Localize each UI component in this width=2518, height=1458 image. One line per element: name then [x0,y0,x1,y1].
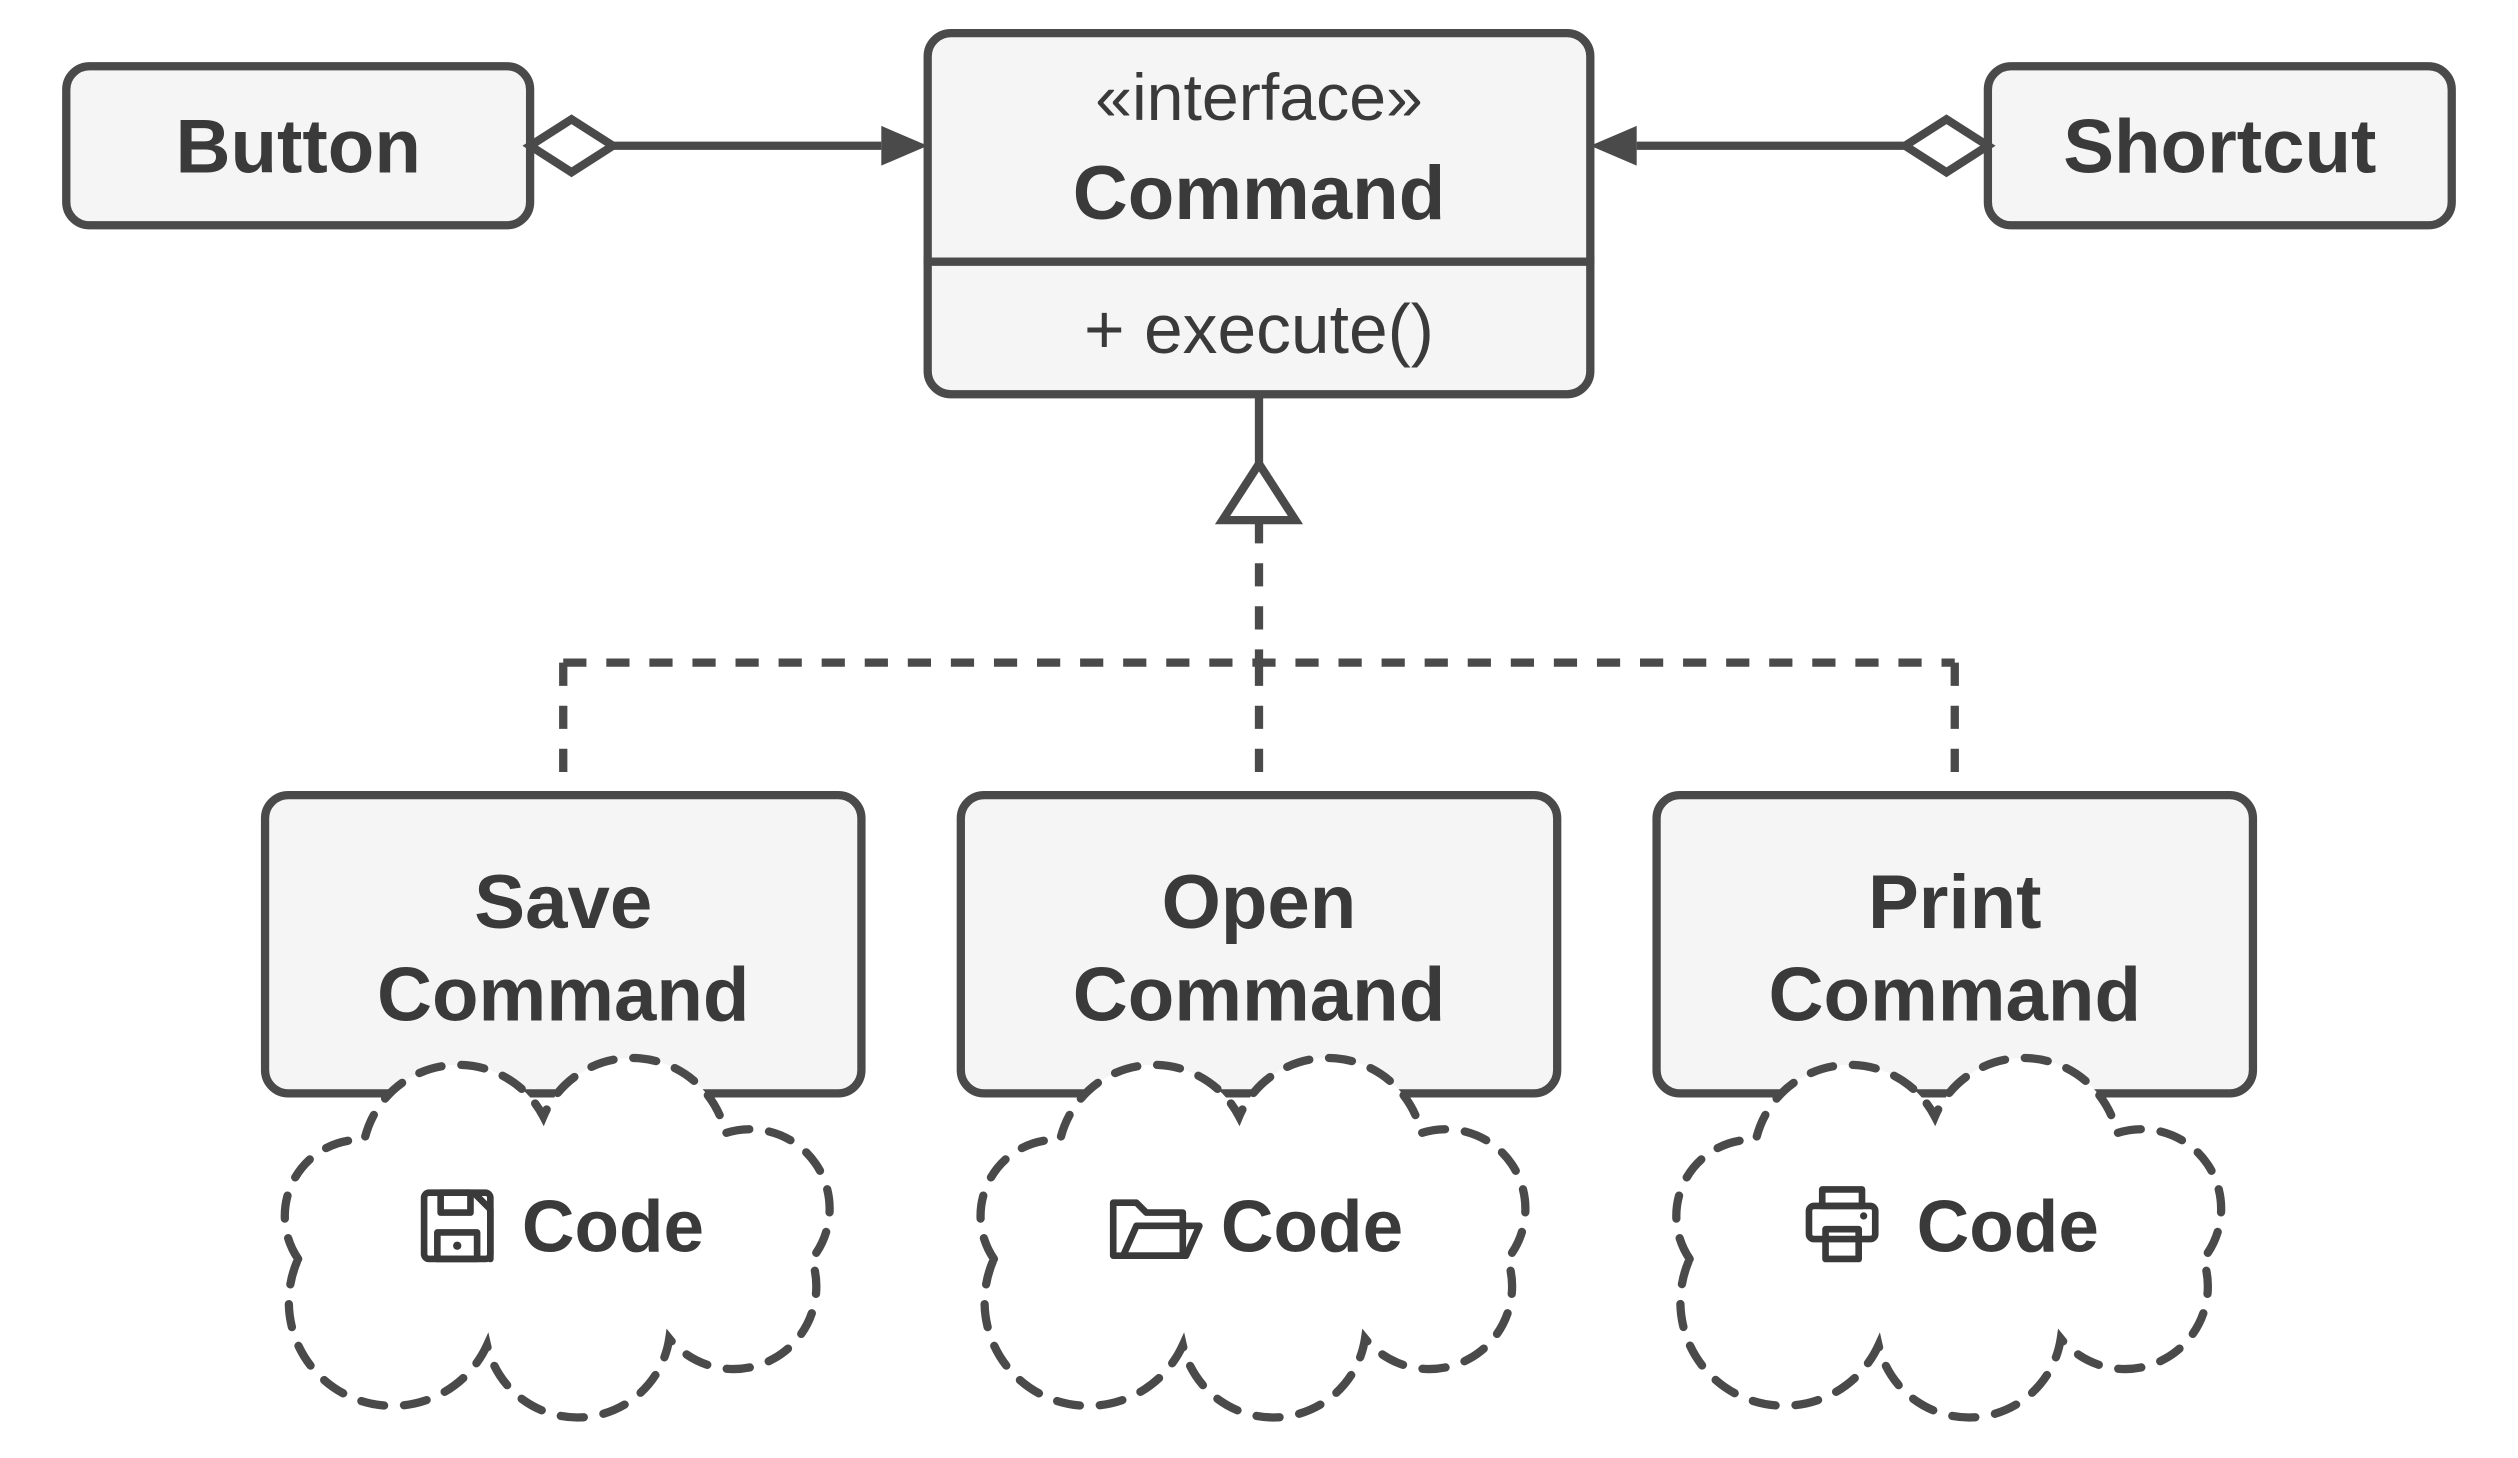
node-print-command-line2: Command [1769,953,2142,1038]
node-print-command: Print Command [1657,795,2253,1093]
node-command: «interface» Command + execute() [928,33,1591,394]
node-shortcut: Shortcut [1988,66,2452,225]
node-save-command: Save Command [265,795,861,1093]
node-button: Button [66,66,530,225]
node-open-command: Open Command [961,795,1557,1093]
node-command-stereotype: «interface» [1095,61,1423,135]
node-save-command-line2: Command [377,953,750,1038]
edge-shortcut-to-command [1590,119,1988,172]
realization-hub [563,394,1955,795]
cloud-print-code: Code [1676,1058,2221,1418]
node-shortcut-label: Shortcut [2063,105,2376,190]
cloud-save-code: Code [285,1058,830,1418]
node-open-command-line1: Open [1162,860,1357,945]
node-button-label: Button [175,105,420,190]
node-command-name: Command [1073,151,1445,236]
cloud-print-code-label: Code [1917,1187,2099,1268]
uml-diagram: Button Shortcut «interface» Command + ex… [0,0,2518,1458]
node-print-command-line1: Print [1868,860,2042,945]
node-command-method: + execute() [1084,290,1434,368]
node-save-command-line1: Save [474,860,652,945]
node-open-command-line2: Command [1073,953,1445,1038]
cloud-open-code-label: Code [1221,1187,1403,1268]
cloud-save-code-label: Code [522,1187,704,1268]
edge-button-to-command [530,119,928,172]
cloud-open-code: Code [981,1058,1526,1418]
